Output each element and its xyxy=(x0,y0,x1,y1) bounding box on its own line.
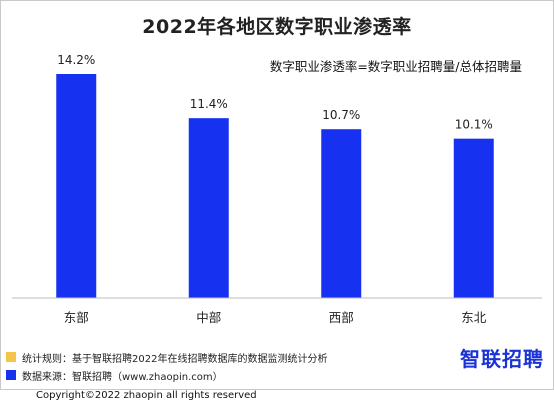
category-label-4: 东北 xyxy=(461,310,487,325)
zhaopin-logo: 智联招聘 xyxy=(460,347,544,371)
note-rule: 统计规则：基于智联招聘2022年在线招聘数据库的数据监测统计分析 xyxy=(6,348,327,366)
value-label-2: 11.4% xyxy=(190,97,228,111)
category-label-2: 中部 xyxy=(196,310,221,325)
note-rule-text: 统计规则：基于智联招聘2022年在线招聘数据库的数据监测统计分析 xyxy=(22,353,328,365)
value-label-1: 14.2% xyxy=(57,53,95,67)
bar-1 xyxy=(56,74,97,298)
notes: 统计规则：基于智联招聘2022年在线招聘数据库的数据监测统计分析 数据来源：智联… xyxy=(6,348,327,384)
category-label-3: 西部 xyxy=(329,310,354,325)
bar-3 xyxy=(321,129,362,298)
note-source: 数据来源：智联招聘（www.zhaopin.com） xyxy=(6,366,327,384)
bar-4 xyxy=(453,138,494,298)
value-label-4: 10.1% xyxy=(455,118,493,132)
source-legend-swatch xyxy=(6,370,16,380)
note-source-text: 数据来源：智联招聘（www.zhaopin.com） xyxy=(22,371,223,383)
rule-legend-swatch xyxy=(6,352,16,362)
bar-2 xyxy=(188,118,229,299)
category-label-1: 东部 xyxy=(64,310,89,325)
chart-title: 2022年各地区数字职业渗透率 xyxy=(142,16,412,38)
formula-note: 数字职业渗透率=数字职业招聘量/总体招聘量 xyxy=(269,59,522,74)
value-label-3: 10.7% xyxy=(322,108,360,122)
bar-chart: 14.2% 东部 11.4% 中部 10.7% 西部 10.1% 东北 xyxy=(12,53,542,325)
copyright-text: Copyright©2022 zhaopin all rights reserv… xyxy=(36,390,257,401)
